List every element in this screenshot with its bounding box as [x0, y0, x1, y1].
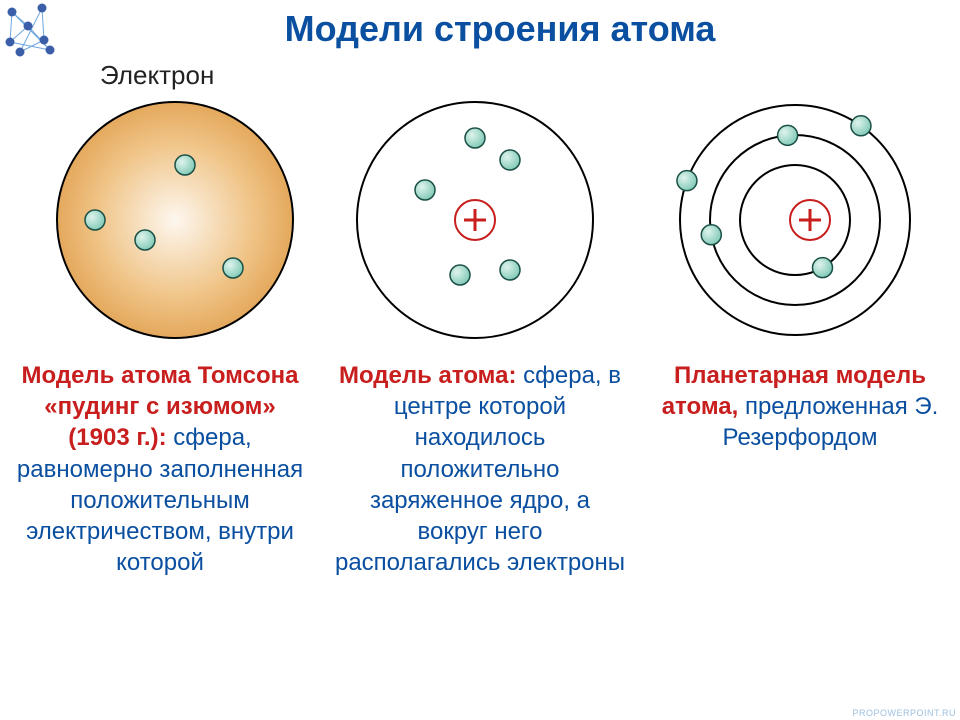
thomson-desc-highlight: Модель атома Томсона «пудинг с изюмом» (…: [22, 362, 299, 451]
planetary-desc-rest: предложенная Э. Резерфордом: [723, 393, 939, 451]
planetary-model-diagram: [650, 90, 940, 350]
electron-label: Электрон: [100, 60, 214, 91]
watermark: PROPOWERPOINT.RU: [852, 708, 956, 718]
slide-title: Модели строения атома: [80, 8, 920, 50]
nuclear-model-diagram: [345, 90, 625, 350]
thomson-model-diagram: [35, 90, 315, 350]
nuclear-description: Модель атома: сфера, в центре которой на…: [320, 360, 640, 578]
nuclear-desc-highlight: Модель атома:: [339, 362, 517, 389]
lattice-icon: [0, 0, 60, 60]
diagram-row: [0, 90, 960, 350]
planetary-description: Планетарная модель атома, предложенная Э…: [640, 360, 960, 578]
title-text: Модели строения атома: [285, 8, 716, 49]
descriptions-row: Модель атома Томсона «пудинг с изюмом» (…: [0, 360, 960, 578]
thomson-description: Модель атома Томсона «пудинг с изюмом» (…: [0, 360, 320, 578]
nuclear-desc-rest: сфера, в центре которой находилось полож…: [335, 362, 625, 576]
slide: Модели строения атома Электрон Ядро Моде…: [0, 0, 960, 720]
